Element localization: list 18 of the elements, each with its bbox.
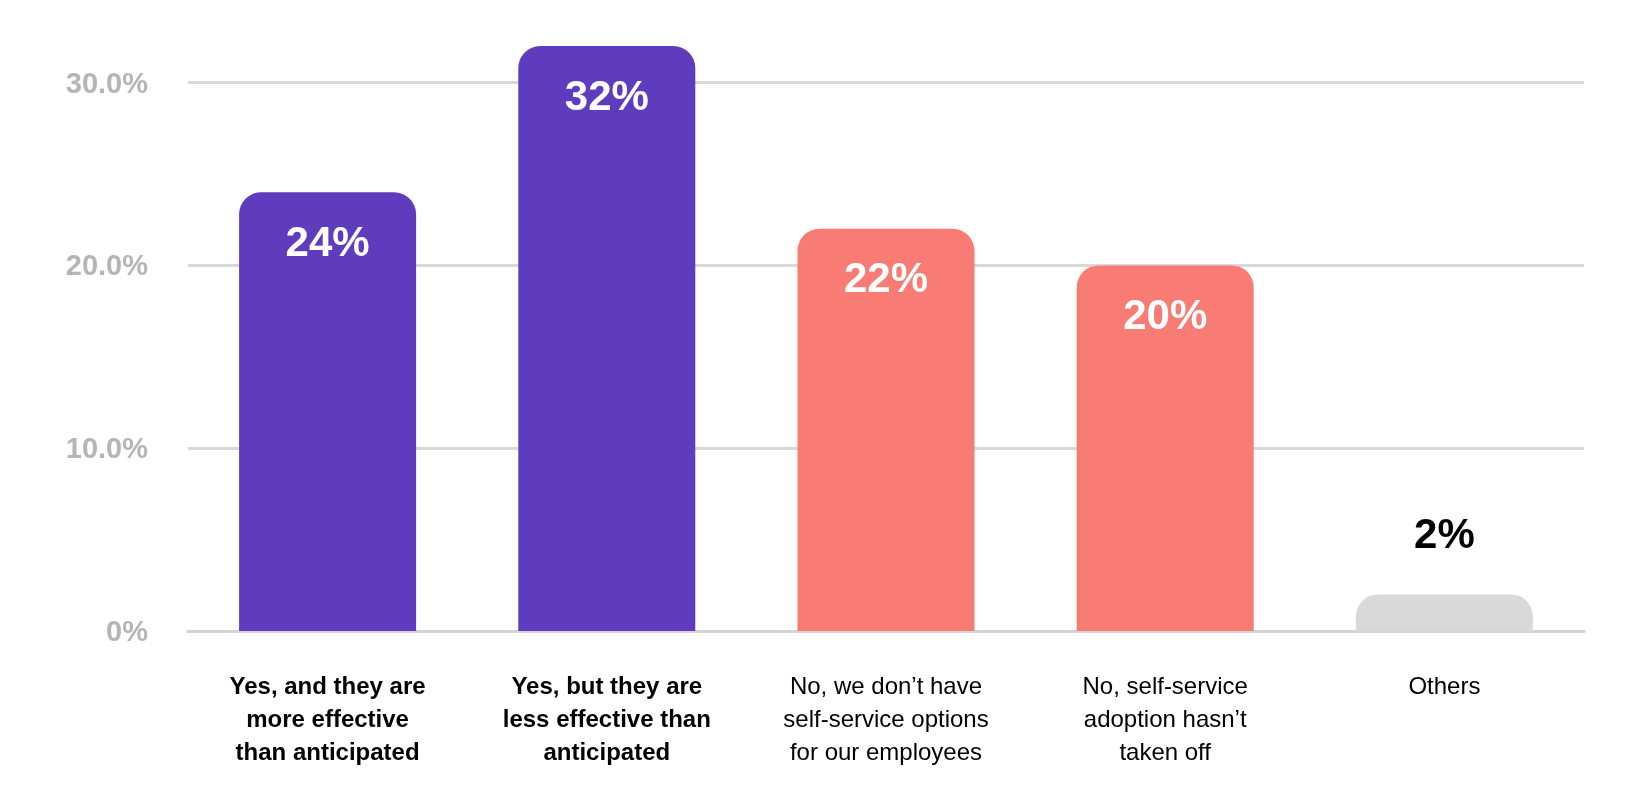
y-tick-label: 10.0% [65,432,149,465]
x-tick-label: Others [1408,672,1481,699]
y-tick-label: 0% [106,615,149,647]
x-tick-label: Yes, but they are less effective than anticipated [502,672,711,765]
bar [797,228,975,631]
data-label: 20% [1123,290,1208,338]
bar [518,46,696,631]
x-tick-label: Yes, and they are more effective than anticipated [229,672,426,765]
bar [1076,265,1254,631]
data-label: 2% [1414,509,1475,557]
data-label: 24% [285,217,370,265]
y-tick-label: 20.0% [65,249,149,282]
y-tick-label: 30.0% [65,66,149,99]
x-tick-label: No, self-service adoption hasn’t taken off [1082,672,1248,765]
x-tick-label: No, we don’t have self-service options for our employees [783,672,989,765]
bar [239,192,417,631]
data-label: 22% [843,254,929,302]
data-label: 32% [564,71,649,119]
